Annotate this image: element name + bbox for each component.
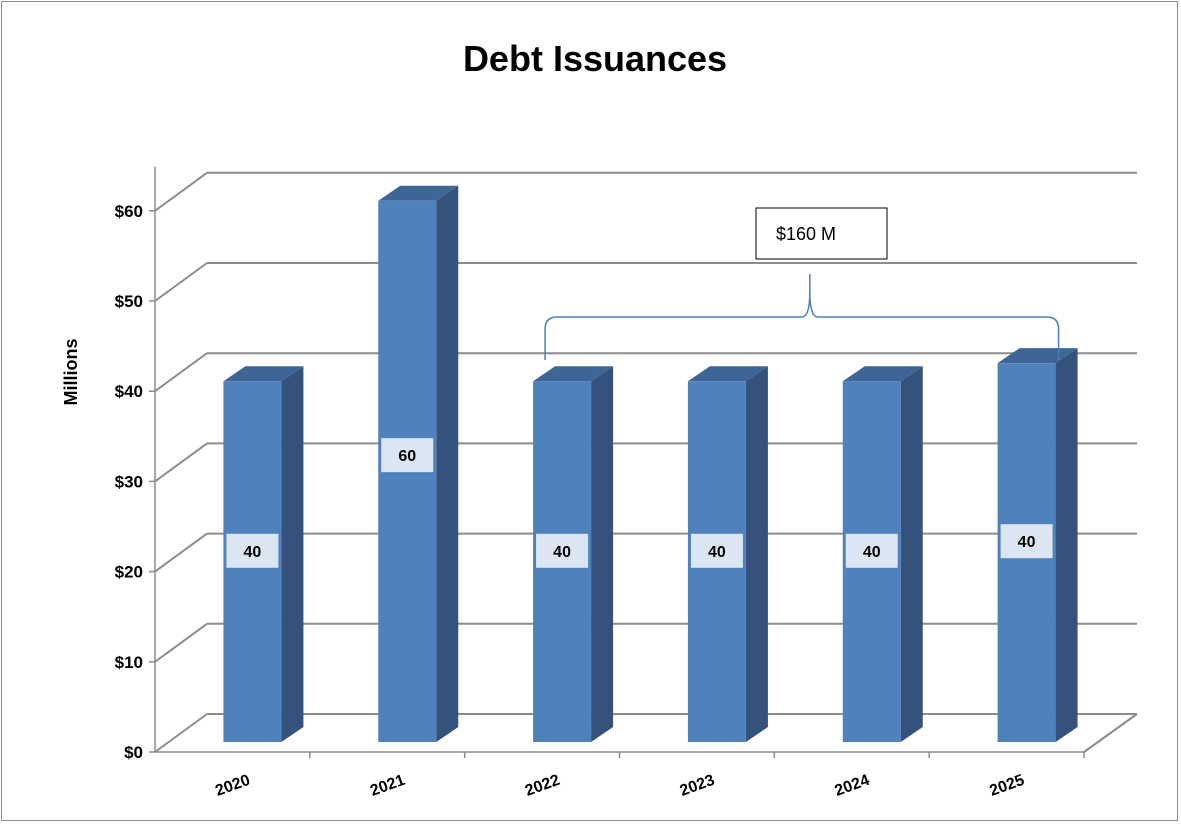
x-tick-label: 2020 [213,772,252,800]
y-tick-label: $20 [115,563,143,582]
bars [223,185,1078,743]
x-tick-label: 2025 [987,772,1026,800]
bar-side [900,366,923,742]
data-label: 40 [1018,534,1036,551]
data-label-box [536,533,589,568]
y-tick-label: $30 [115,472,143,491]
bar-side [281,366,304,742]
x-tick-label: 2023 [678,772,717,800]
annotation-box [755,207,888,260]
data-label: 40 [708,544,726,561]
data-label-box [690,533,743,568]
y-tick-label: $10 [115,653,143,672]
annotation-text: $160 M [776,224,836,244]
annotation-brace [544,274,1060,360]
gridline-diagonal [154,171,208,212]
bar-side [1055,348,1078,742]
gridline-diagonal [154,352,208,393]
x-tick-label: 2021 [368,772,407,800]
gridlines [154,171,1138,753]
x-tick-label: 2024 [833,772,872,800]
bar-top [223,366,304,382]
bar-side [591,366,614,742]
data-label: 40 [553,544,571,561]
data-label: 60 [398,448,416,465]
bar-top [378,185,459,201]
y-tick-label: $0 [124,743,143,762]
data-label-box [845,533,898,568]
y-tick-label: $50 [115,292,143,311]
chart-title: Debt Issuances [463,38,727,79]
gridline-diagonal [154,622,208,663]
data-label-box [381,438,434,473]
data-label: 40 [244,544,262,561]
bar-top [687,366,768,382]
y-tick-label: $60 [115,202,143,221]
floor-right-edge [1083,713,1138,753]
annotation: $160 M [544,207,1060,360]
y-tick-label: $40 [115,382,143,401]
bar-top [533,366,614,382]
gridline-diagonal [154,532,208,573]
y-axis-label: Millions [61,339,81,406]
gridline-diagonal [154,442,208,483]
bar-side [436,185,459,743]
x-tick-label: 2022 [523,772,562,800]
gridline-diagonal [154,713,208,753]
bar-side [745,366,768,742]
data-labels: 40 60 40 40 40 40 [226,438,1053,568]
bar-top [842,366,923,382]
data-label-box [1000,524,1053,559]
data-label: 40 [863,544,881,561]
gridline-diagonal [154,262,208,302]
bar-top [997,348,1078,364]
data-label-box [226,533,279,568]
